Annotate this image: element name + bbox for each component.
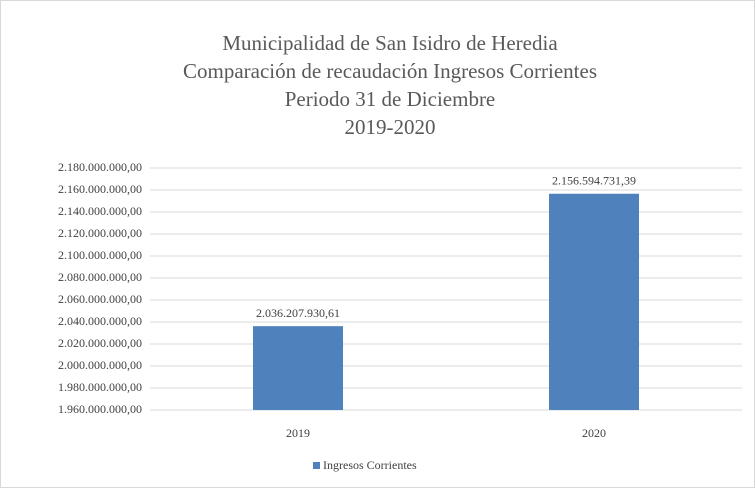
y-tick-label: 2.040.000.000,00 [58,314,142,328]
chart-title: Periodo 31 de Diciembre [285,87,496,111]
y-tick-label: 1.960.000.000,00 [58,402,142,416]
y-tick-label: 2.080.000.000,00 [58,270,142,284]
y-tick-label: 2.020.000.000,00 [58,336,142,350]
x-tick-label: 2020 [582,426,606,440]
chart-title: Municipalidad de San Isidro de Heredia [222,31,558,55]
legend-swatch [313,462,320,469]
y-tick-label: 2.000.000.000,00 [58,358,142,372]
y-tick-label: 2.140.000.000,00 [58,204,142,218]
bar [549,193,639,410]
x-tick-label: 2019 [286,426,310,440]
chart-title: 2019-2020 [345,115,436,139]
bar [253,326,343,410]
y-tick-label: 2.160.000.000,00 [58,182,142,196]
y-tick-label: 2.120.000.000,00 [58,226,142,240]
y-tick-label: 2.100.000.000,00 [58,248,142,262]
chart-title: Comparación de recaudación Ingresos Corr… [183,59,597,83]
y-tick-label: 2.180.000.000,00 [58,160,142,174]
data-label: 2.036.207.930,61 [256,306,340,320]
data-label: 2.156.594.731,39 [552,173,636,187]
legend-label: Ingresos Corrientes [323,458,417,472]
y-tick-label: 2.060.000.000,00 [58,292,142,306]
y-tick-label: 1.980.000.000,00 [58,380,142,394]
